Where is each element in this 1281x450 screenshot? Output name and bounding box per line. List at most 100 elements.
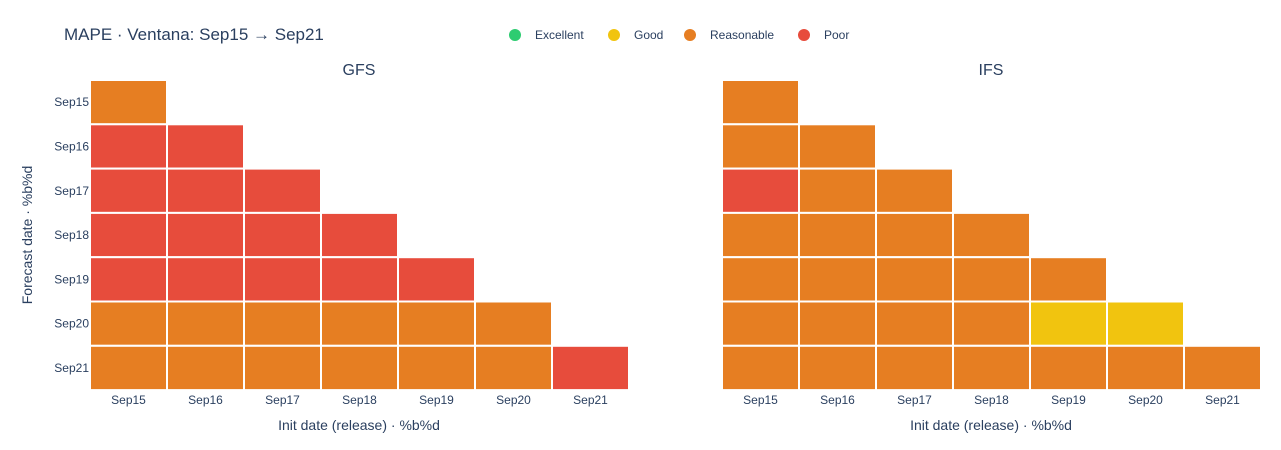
heatmap-cell-ifs-sep15-sep19[interactable] bbox=[721, 256, 800, 303]
heatmap-cell-ifs-sep16-sep16[interactable] bbox=[798, 123, 877, 170]
heatmap-panel-ifs: IFS Sep15 Sep16 Sep17 Sep18 Sep19 Sep20 Sep21 … bbox=[721, 62, 1262, 433]
legend: Excellent Good Reasonable Poor bbox=[509, 28, 849, 42]
heatmap-cell-gfs-sep17-sep20[interactable] bbox=[243, 300, 322, 347]
heatmap-cell-ifs-sep18-sep20[interactable] bbox=[952, 300, 1031, 347]
legend-label-reasonable: Reasonable bbox=[710, 28, 774, 42]
heatmap-cell-gfs-sep15-sep17[interactable] bbox=[89, 167, 168, 214]
heatmap-cell-ifs-sep18-sep21[interactable] bbox=[952, 344, 1031, 392]
legend-item-good[interactable]: Good bbox=[608, 28, 663, 42]
cells-gfs bbox=[89, 79, 630, 392]
heatmap-cell-gfs-sep15-sep15[interactable] bbox=[89, 79, 168, 126]
heatmap-cell-ifs-sep15-sep17[interactable] bbox=[721, 167, 800, 214]
heatmap-cell-ifs-sep15-sep21[interactable] bbox=[721, 344, 800, 392]
x-tick-labels-gfs: Sep15 Sep16 Sep17 Sep18 Sep19 Sep20 Sep21 bbox=[111, 393, 608, 407]
x-tick-label: Sep20 bbox=[1128, 393, 1163, 407]
heatmap-cell-gfs-sep15-sep19[interactable] bbox=[89, 256, 168, 303]
heatmap-cell-ifs-sep18-sep18[interactable] bbox=[952, 211, 1031, 259]
heatmap-cell-ifs-sep15-sep16[interactable] bbox=[721, 123, 800, 170]
legend-label-poor: Poor bbox=[824, 28, 849, 42]
y-tick-label: Sep19 bbox=[54, 272, 89, 286]
y-axis-label: Forecast date · %b%d bbox=[19, 166, 35, 305]
x-tick-label: Sep18 bbox=[974, 393, 1009, 407]
legend-marker-excellent bbox=[509, 29, 521, 41]
heatmap-cell-gfs-sep16-sep20[interactable] bbox=[166, 300, 245, 347]
x-tick-labels-ifs: Sep15 Sep16 Sep17 Sep18 Sep19 Sep20 Sep21 bbox=[743, 393, 1240, 407]
chart-title: MAPE · Ventana: Sep15 → Sep21 bbox=[64, 25, 324, 44]
heatmap-cell-ifs-sep17-sep21[interactable] bbox=[875, 344, 954, 392]
heatmap-cell-gfs-sep15-sep16[interactable] bbox=[89, 123, 168, 170]
heatmap-cell-ifs-sep17-sep20[interactable] bbox=[875, 300, 954, 347]
cells-ifs bbox=[721, 79, 1262, 392]
heatmap-cell-gfs-sep16-sep21[interactable] bbox=[166, 344, 245, 392]
heatmap-cell-gfs-sep19-sep19[interactable] bbox=[397, 256, 476, 303]
heatmap-cell-ifs-sep18-sep19[interactable] bbox=[952, 256, 1031, 303]
y-tick-label: Sep15 bbox=[54, 95, 89, 109]
heatmap-cell-ifs-sep17-sep18[interactable] bbox=[875, 211, 954, 259]
heatmap-cell-gfs-sep18-sep20[interactable] bbox=[320, 300, 399, 347]
legend-label-excellent: Excellent bbox=[535, 28, 584, 42]
heatmap-cell-gfs-sep21-sep21[interactable] bbox=[551, 344, 630, 392]
heatmap-cell-gfs-sep15-sep20[interactable] bbox=[89, 300, 168, 347]
heatmap-cell-gfs-sep20-sep21[interactable] bbox=[474, 344, 553, 392]
heatmap-cell-gfs-sep16-sep17[interactable] bbox=[166, 167, 245, 214]
y-tick-label: Sep18 bbox=[54, 228, 89, 242]
heatmap-cell-ifs-sep15-sep18[interactable] bbox=[721, 211, 800, 259]
x-tick-label: Sep15 bbox=[111, 393, 146, 407]
heatmap-cell-gfs-sep19-sep21[interactable] bbox=[397, 344, 476, 392]
heatmap-cell-ifs-sep16-sep21[interactable] bbox=[798, 344, 877, 392]
legend-item-excellent[interactable]: Excellent bbox=[509, 28, 584, 42]
heatmap-cell-ifs-sep16-sep20[interactable] bbox=[798, 300, 877, 347]
heatmap-cell-ifs-sep15-sep20[interactable] bbox=[721, 300, 800, 347]
heatmap-cell-gfs-sep20-sep20[interactable] bbox=[474, 300, 553, 347]
heatmap-cell-ifs-sep16-sep17[interactable] bbox=[798, 167, 877, 214]
heatmap-cell-gfs-sep17-sep17[interactable] bbox=[243, 167, 322, 214]
y-tick-label: Sep20 bbox=[54, 317, 89, 331]
heatmap-cell-ifs-sep20-sep21[interactable] bbox=[1106, 344, 1185, 392]
heatmap-cell-gfs-sep17-sep19[interactable] bbox=[243, 256, 322, 303]
y-tick-label: Sep17 bbox=[54, 184, 89, 198]
panel-title-gfs: GFS bbox=[343, 62, 376, 79]
heatmap-cell-gfs-sep15-sep21[interactable] bbox=[89, 344, 168, 392]
x-tick-label: Sep18 bbox=[342, 393, 377, 407]
panel-title-ifs: IFS bbox=[979, 62, 1004, 79]
x-tick-label: Sep20 bbox=[496, 393, 531, 407]
heatmap-cell-gfs-sep18-sep21[interactable] bbox=[320, 344, 399, 392]
heatmap-cell-gfs-sep18-sep18[interactable] bbox=[320, 211, 399, 259]
legend-marker-good bbox=[608, 29, 620, 41]
heatmap-cell-gfs-sep15-sep18[interactable] bbox=[89, 211, 168, 259]
heatmap-cell-ifs-sep16-sep18[interactable] bbox=[798, 211, 877, 259]
heatmap-cell-ifs-sep19-sep20[interactable] bbox=[1029, 300, 1108, 347]
x-tick-label: Sep21 bbox=[1205, 393, 1240, 407]
heatmap-cell-ifs-sep20-sep20[interactable] bbox=[1106, 300, 1185, 347]
x-tick-label: Sep21 bbox=[573, 393, 608, 407]
x-axis-label-gfs: Init date (release) · %b%d bbox=[278, 417, 440, 433]
heatmap-cell-ifs-sep19-sep19[interactable] bbox=[1029, 256, 1108, 303]
heatmap-cell-gfs-sep19-sep20[interactable] bbox=[397, 300, 476, 347]
heatmap-cell-ifs-sep21-sep21[interactable] bbox=[1183, 344, 1262, 392]
y-tick-labels-gfs: Sep15 Sep16 Sep17 Sep18 Sep19 Sep20 Sep21 bbox=[54, 95, 89, 375]
heatmap-cell-gfs-sep16-sep16[interactable] bbox=[166, 123, 245, 170]
heatmap-panel-gfs: GFS Sep15 Sep16 Sep17 Sep18 Sep19 Sep20 Sep21 … bbox=[54, 62, 630, 433]
y-tick-label: Sep21 bbox=[54, 361, 89, 375]
legend-item-reasonable[interactable]: Reasonable bbox=[684, 28, 774, 42]
heatmap-cell-gfs-sep17-sep18[interactable] bbox=[243, 211, 322, 259]
heatmap-cell-ifs-sep17-sep17[interactable] bbox=[875, 167, 954, 214]
x-tick-label: Sep17 bbox=[897, 393, 932, 407]
legend-label-good: Good bbox=[634, 28, 663, 42]
heatmap-cell-ifs-sep19-sep21[interactable] bbox=[1029, 344, 1108, 392]
heatmap-cell-gfs-sep18-sep19[interactable] bbox=[320, 256, 399, 303]
heatmap-cell-ifs-sep16-sep19[interactable] bbox=[798, 256, 877, 303]
heatmap-cell-ifs-sep15-sep15[interactable] bbox=[721, 79, 800, 126]
legend-marker-poor bbox=[798, 29, 810, 41]
heatmap-cell-gfs-sep17-sep21[interactable] bbox=[243, 344, 322, 392]
heatmap-cell-ifs-sep17-sep19[interactable] bbox=[875, 256, 954, 303]
legend-item-poor[interactable]: Poor bbox=[798, 28, 849, 42]
heatmap-cell-gfs-sep16-sep18[interactable] bbox=[166, 211, 245, 259]
x-tick-label: Sep19 bbox=[1051, 393, 1086, 407]
heatmap-cell-gfs-sep16-sep19[interactable] bbox=[166, 256, 245, 303]
x-tick-label: Sep19 bbox=[419, 393, 454, 407]
x-axis-label-ifs: Init date (release) · %b%d bbox=[910, 417, 1072, 433]
x-tick-label: Sep17 bbox=[265, 393, 300, 407]
legend-marker-reasonable bbox=[684, 29, 696, 41]
